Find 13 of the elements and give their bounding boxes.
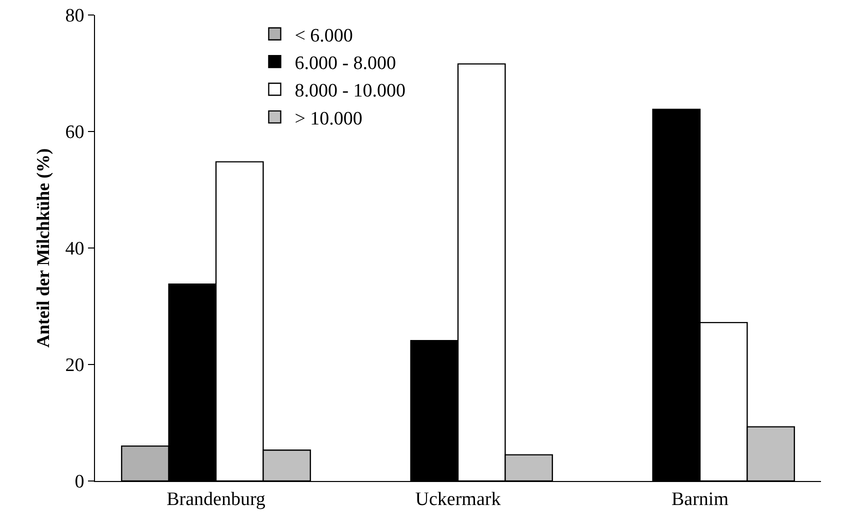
legend-label: 8.000 - 10.000 xyxy=(294,80,406,102)
y-tick-label: 80 xyxy=(65,6,84,27)
legend-label: > 10.000 xyxy=(294,108,362,130)
legend-label: < 6.000 xyxy=(294,25,353,46)
x-tick-label: Uckermark xyxy=(415,488,502,510)
y-tick-label: 20 xyxy=(65,355,84,376)
x-tick-label: Brandenburg xyxy=(166,488,266,510)
y-axis-title: Anteil der Milchkühe (%) xyxy=(33,148,53,348)
legend-label: 6.000 - 8.000 xyxy=(294,52,396,74)
y-tick-label: 0 xyxy=(74,472,84,493)
y-tick-label: 40 xyxy=(65,238,84,260)
x-tick-label: Barnim xyxy=(672,488,729,510)
y-tick-label: 60 xyxy=(65,122,84,144)
